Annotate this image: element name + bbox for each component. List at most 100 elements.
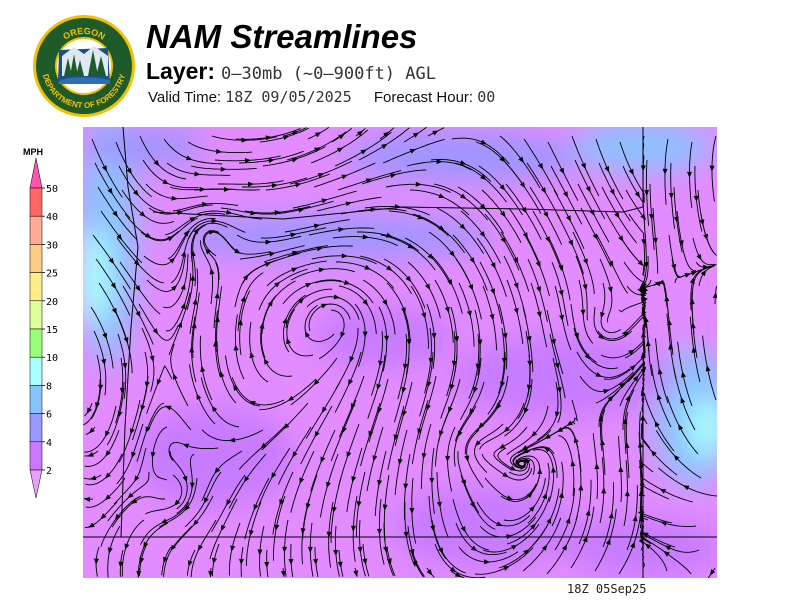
streamline-arrow [501, 357, 507, 364]
streamline-arrow [645, 340, 651, 347]
streamline-arrow [390, 173, 397, 179]
streamline-arrow [625, 395, 630, 402]
streamline-arrow [696, 253, 702, 261]
streamline-arrow [584, 353, 591, 360]
streamline-arrow [709, 569, 716, 576]
streamline-arrow [479, 231, 486, 238]
streamline-arrow [537, 163, 544, 170]
streamline-arrow [268, 158, 275, 163]
streamline-arrow [129, 428, 135, 435]
streamline-arrow [86, 407, 92, 414]
streamline-arrow [101, 358, 107, 366]
streamline-arrow [122, 362, 128, 370]
streamline-arrow [282, 546, 288, 553]
streamline-arrow [220, 524, 226, 532]
streamline-arrow [356, 501, 362, 508]
streamline-arrow [568, 239, 573, 247]
streamline-arrow [541, 544, 548, 551]
streamline-arrow [558, 264, 564, 272]
streamline-arrow [438, 547, 444, 554]
streamline-arrow [648, 213, 654, 220]
streamline-arrow [264, 262, 272, 267]
streamline-arrow [220, 166, 227, 172]
streamline-arrow [177, 321, 183, 328]
streamline-arrow [226, 499, 232, 506]
streamline-arrow [87, 451, 94, 457]
streamline-arrow [139, 211, 146, 217]
streamline-arrow [673, 454, 680, 461]
streamline-arrow [280, 570, 286, 577]
streamline-arrow [513, 307, 519, 315]
streamline-arrow [469, 408, 475, 415]
streamline-arrow [595, 372, 602, 377]
streamline-arrow [531, 431, 538, 438]
streamline-arrow [372, 455, 378, 462]
streamline-arrow [406, 339, 412, 346]
streamline-arrow [700, 269, 707, 277]
streamline-arrow [200, 365, 206, 372]
streamline-arrow [215, 148, 223, 154]
streamline-arrow [642, 532, 649, 538]
streamline-arrow [316, 246, 324, 252]
streamline-arrow [417, 428, 423, 435]
streamline-arrow [585, 509, 591, 516]
streamline-arrow [286, 337, 291, 345]
streamline-arrow [659, 488, 667, 494]
legend-swatch-10-15 [29, 328, 43, 358]
streamline-arrow [114, 513, 121, 521]
streamline-arrow [320, 303, 328, 309]
streamline-arrow [356, 130, 364, 137]
streamline-arrow [265, 239, 272, 245]
streamline-arrow [444, 306, 450, 314]
streamline-arrow [561, 544, 568, 551]
streamline-arrow [243, 476, 250, 483]
streamline-arrow [192, 298, 198, 305]
streamline-arrow [318, 267, 326, 273]
streamline-arrow [196, 393, 202, 400]
streamline-arrow [489, 314, 495, 321]
streamline-arrow [681, 371, 687, 378]
streamline-arrow [98, 384, 104, 391]
streamline-arrow [412, 560, 418, 567]
streamline-arrow [604, 166, 610, 173]
streamline-arrow [431, 332, 437, 340]
streamline-arrow [111, 307, 117, 315]
streamline-arrow [338, 227, 345, 233]
streamline-arrow [104, 494, 112, 501]
streamline-arrow [449, 383, 455, 391]
streamline-arrow [162, 179, 169, 185]
streamline-arrow [405, 275, 412, 282]
streamline-arrow [641, 297, 648, 303]
streamline-arrow [448, 406, 453, 413]
streamline-arrow [269, 251, 276, 257]
legend-swatch-25-30 [29, 244, 43, 273]
wind-speed-fill [83, 127, 717, 577]
streamline-arrow [331, 506, 337, 514]
streamline-arrow [307, 546, 313, 553]
streamline-arrow [438, 193, 445, 198]
streamline-arrow [336, 147, 344, 153]
streamline-arrow [594, 463, 600, 470]
streamline-arrow [705, 365, 711, 372]
streamline-arrow [660, 521, 667, 526]
streamline-arrow [445, 455, 451, 462]
streamline-arrow [566, 215, 571, 222]
streamline-arrow [376, 383, 382, 391]
streamline-arrow [403, 531, 409, 538]
streamline-arrow [513, 282, 519, 290]
streamline-arrow [292, 451, 298, 458]
streamline-arrow [451, 360, 457, 367]
streamline-arrow [338, 133, 345, 140]
streamline-arrow [180, 283, 186, 291]
streamline-arrow [580, 309, 586, 316]
streamline-map [83, 127, 717, 578]
streamline-arrow [618, 466, 624, 473]
streamline-arrow [524, 407, 529, 414]
streamline-arrow [300, 528, 306, 535]
streamline-arrow [510, 544, 518, 550]
streamline-arrow [291, 130, 299, 136]
streamline-arrow [368, 430, 374, 438]
streamline-arrow [402, 363, 408, 370]
streamline-arrow [483, 559, 491, 565]
streamline-arrow [107, 187, 113, 195]
